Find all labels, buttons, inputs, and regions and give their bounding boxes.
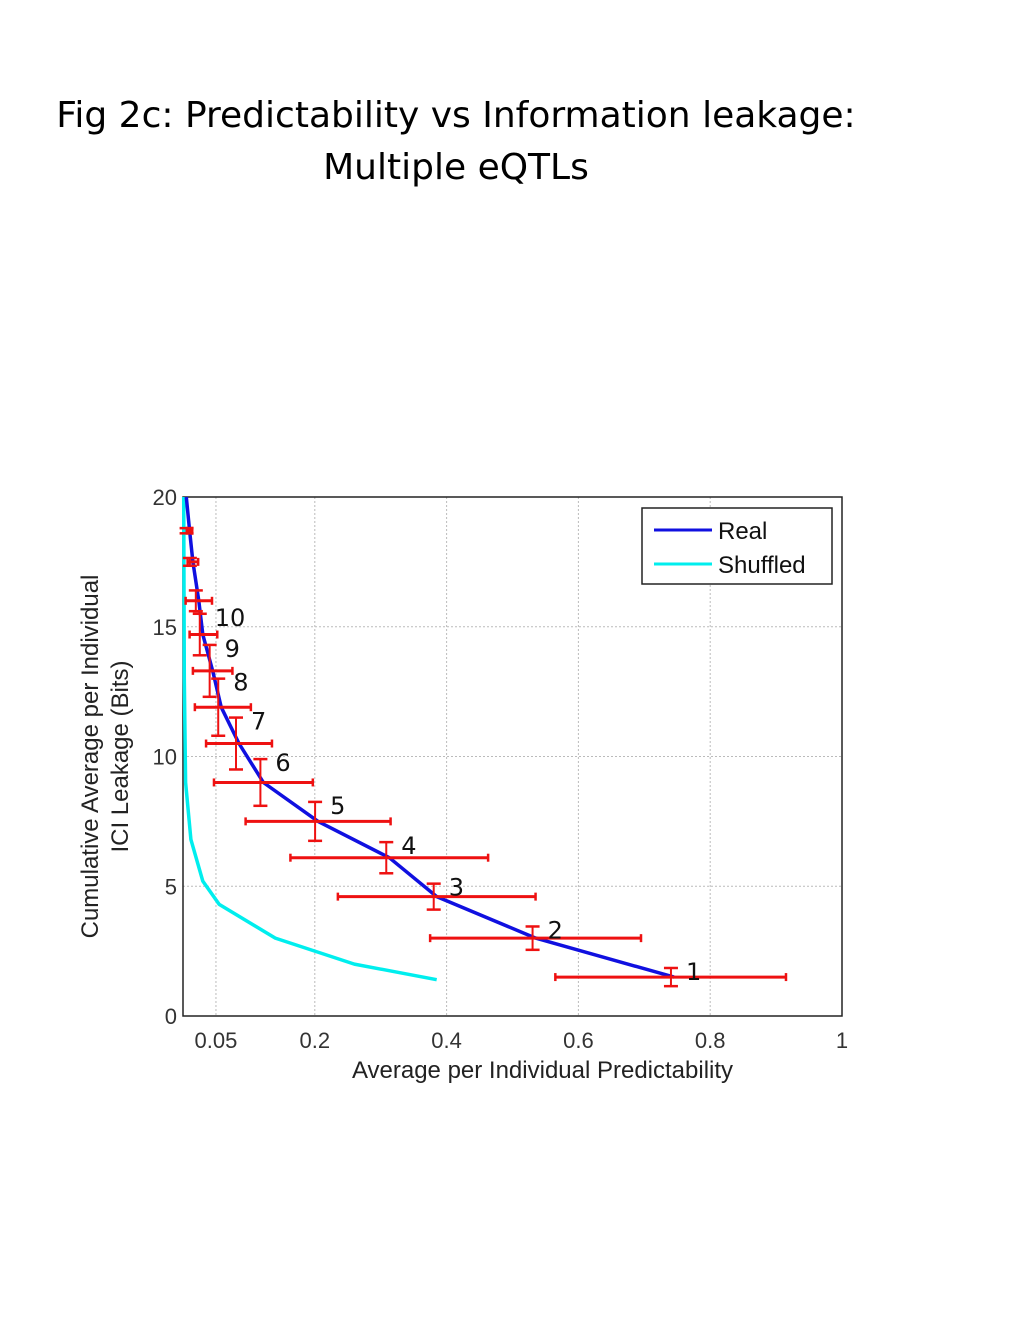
x-tick-label: 0.05 [195,1028,238,1053]
series-line-shuffled [181,496,438,982]
legend-label-shuffled: Shuffled [718,552,806,579]
error-bar [191,643,234,699]
x-axis-label: Average per Individual Predictability [352,1057,733,1084]
error-bar [204,716,274,771]
error-bar [428,925,643,952]
title-line-1: Fig 2c: Predictability vs Information le… [56,95,856,136]
point-label: 5 [330,792,345,820]
y-tick-label: 20 [153,485,177,510]
series-layer [181,496,675,982]
point-label: 2 [548,916,563,944]
point-label: 3 [449,874,464,902]
error-bar [188,612,219,657]
error-bar [289,840,490,875]
y-axis-label-line-1: Cumulative Average per Individual [77,575,104,939]
error-bars [179,526,788,988]
legend: Real Shuffled [641,507,833,585]
error-bar [182,556,200,568]
x-tick-label: 0.2 [300,1028,331,1053]
y-axis-label-line-2: ICI Leakage (Bits) [107,660,134,852]
error-bar [179,526,194,535]
legend-label-real: Real [718,518,767,545]
error-bar [212,757,315,808]
legend-box [641,507,833,585]
error-bar [244,800,392,843]
point-labels: 1 2 3 4 5 678 9 10 [215,604,701,986]
point-label: 8 [233,669,248,697]
title-line-2: Multiple eQTLs [323,147,589,188]
point-label: 4 [401,832,416,860]
plot-frame [182,496,843,1017]
error-bar [336,882,537,911]
y-tick-label: 0 [165,1004,177,1029]
series-line-real [184,496,675,979]
point-label: 7 [251,708,266,736]
y-tick-label: 10 [153,745,177,770]
x-tick-label: 0.6 [563,1028,594,1053]
x-tick-label: 0.8 [695,1028,726,1053]
point-label: 1 [686,958,701,986]
x-tick-label: 0.4 [431,1028,462,1053]
slide-title: Fig 2c: Predictability vs Information le… [0,90,912,194]
point-label: 10 [215,604,246,632]
error-bar [554,966,788,988]
error-bar [193,677,253,737]
point-label: 9 [225,635,240,663]
error-bar [184,589,214,613]
x-tick-label: 1 [836,1028,848,1053]
y-tick-label: 5 [165,874,177,899]
y-tick-label: 15 [153,615,177,640]
point-label: 6 [275,749,290,777]
